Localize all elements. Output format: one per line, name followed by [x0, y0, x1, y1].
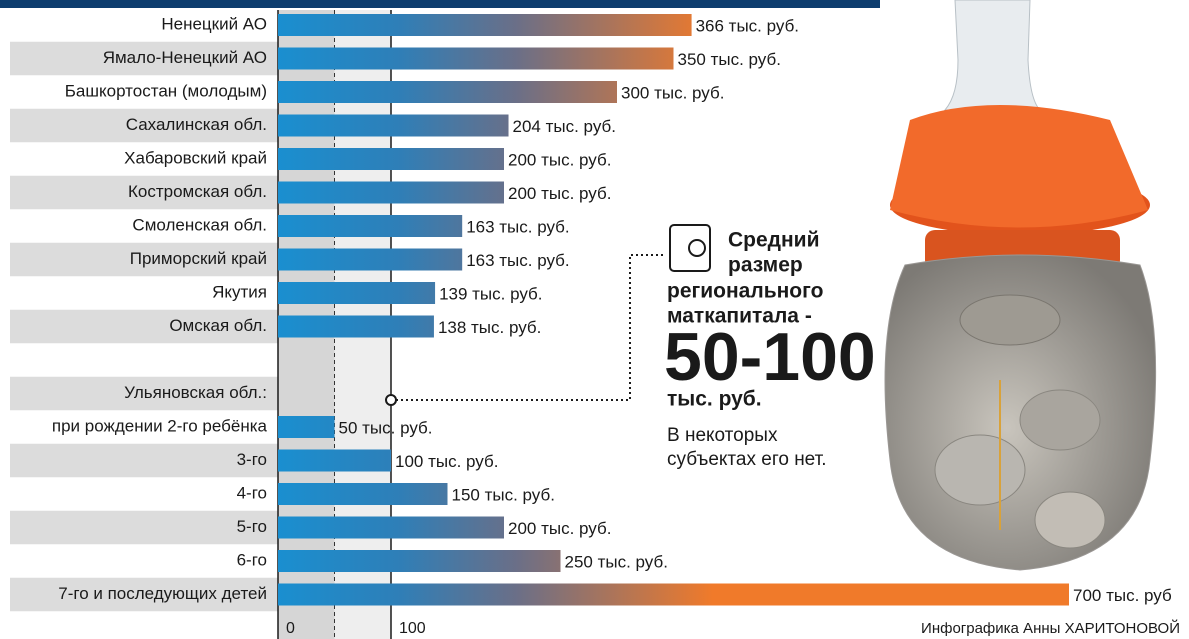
value-label: 200 тыс. руб. — [508, 184, 611, 203]
bar — [278, 316, 434, 338]
value-label: 50 тыс. руб. — [339, 418, 433, 437]
chart: 0 100 Ненецкий АО 366 тыс. руб. Ямало-Ненецк… — [0, 0, 1189, 639]
bar — [278, 483, 448, 505]
category-label: Омская обл. — [169, 316, 267, 335]
value-label: 250 тыс. руб. — [565, 552, 668, 571]
seal-icon — [689, 240, 705, 256]
value-label: 700 тыс. руб — [1073, 586, 1172, 605]
value-label: 163 тыс. руб. — [466, 217, 569, 236]
category-label: 4-го — [237, 483, 267, 502]
value-label: 366 тыс. руб. — [696, 16, 799, 35]
bar — [278, 249, 462, 271]
callout-note: субъектах его нет. — [667, 449, 827, 470]
credit: Инфографика Анны ХАРИТОНОВОЙ — [921, 619, 1180, 637]
value-label: 150 тыс. руб. — [452, 485, 555, 504]
category-label: 6-го — [237, 550, 267, 569]
category-label: Костромская обл. — [128, 182, 267, 201]
bar — [278, 182, 504, 204]
callout-unit: тыс. руб. — [667, 388, 762, 411]
bar — [278, 115, 509, 137]
bar — [278, 14, 692, 36]
bar — [278, 416, 335, 438]
value-label: 100 тыс. руб. — [395, 452, 498, 471]
category-label: Якутия — [212, 282, 267, 301]
connector-dot — [386, 395, 396, 405]
bar — [278, 81, 617, 103]
bar — [278, 148, 504, 170]
category-label: 5-го — [237, 517, 267, 536]
category-label: 3-го — [237, 450, 267, 469]
x-tick-label: 100 — [399, 620, 426, 637]
value-label: 139 тыс. руб. — [439, 284, 542, 303]
callout-heading: Средний — [728, 229, 820, 252]
callout-value: 50-100 — [664, 319, 876, 395]
callout-heading: размер — [728, 254, 803, 277]
category-label: Приморский край — [130, 249, 267, 268]
value-label: 163 тыс. руб. — [466, 251, 569, 270]
category-label: Ямало-Ненецкий АО — [103, 48, 267, 67]
category-label: Хабаровский край — [124, 148, 267, 167]
category-label: Ульяновская обл.: — [124, 383, 267, 402]
category-label: 7-го и последующих детей — [58, 584, 267, 603]
value-label: 204 тыс. руб. — [513, 117, 616, 136]
callout-note: В некоторых — [667, 425, 778, 446]
value-label: 200 тыс. руб. — [508, 519, 611, 538]
bottle-illustration — [885, 0, 1156, 570]
value-label: 300 тыс. руб. — [621, 83, 724, 102]
category-label: Смоленская обл. — [132, 215, 267, 234]
bar — [278, 517, 504, 539]
bar — [278, 550, 561, 572]
bar — [278, 282, 435, 304]
category-label: Сахалинская обл. — [126, 115, 267, 134]
category-label: Башкортостан (молодым) — [65, 81, 267, 100]
value-label: 138 тыс. руб. — [438, 318, 541, 337]
category-label: Ненецкий АО — [161, 14, 267, 33]
value-label: 200 тыс. руб. — [508, 150, 611, 169]
bar — [278, 215, 462, 237]
callout-heading: регионального — [667, 280, 823, 303]
bar — [278, 584, 1069, 606]
x-tick-label: 0 — [286, 620, 295, 637]
category-label: при рождении 2-го ребёнка — [52, 416, 268, 435]
bar — [278, 48, 674, 70]
value-label: 350 тыс. руб. — [678, 50, 781, 69]
bar — [278, 450, 391, 472]
header-strip — [0, 0, 880, 8]
